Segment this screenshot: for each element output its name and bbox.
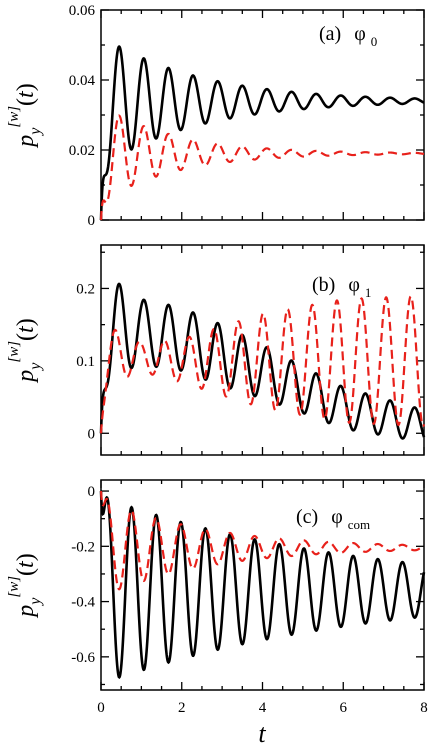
y-label-arg: ( — [13, 98, 39, 106]
y-label-p: p — [13, 370, 39, 384]
x-tick-label: 4 — [259, 700, 267, 716]
y-axis-label: py [w](t) — [6, 318, 44, 383]
x-tick-label: 2 — [178, 700, 186, 716]
series-line-dashed — [99, 490, 425, 591]
panel-c-tag: (c) φ com — [296, 506, 370, 532]
panel-b-y-tick-labels: 0 0.1 0.2 — [76, 281, 95, 442]
panel-c-y-tick-labels: -0.6 -0.4 -0.2 0 — [71, 484, 95, 666]
y-tick-label: 0 — [88, 484, 96, 500]
panel-b: 0 0.1 0.2 (b) φ 1 py [w](t) — [6, 244, 426, 456]
y-label-sub: y — [27, 362, 44, 372]
x-tick-label: 8 — [420, 700, 428, 716]
x-tick-label: 0 — [97, 700, 105, 716]
y-label-arg: ( — [13, 568, 39, 576]
y-axis-label: py [w](t) — [6, 83, 44, 148]
y-label-t: t — [13, 325, 39, 333]
y-tick-label: 0.2 — [76, 281, 95, 297]
series-line-solid — [99, 490, 426, 680]
y-label-sub: y — [27, 597, 44, 607]
series-line-solid — [99, 45, 425, 221]
panel-b-frame — [100, 244, 425, 456]
y-tick-label: 0.06 — [69, 3, 96, 19]
panel-c-ticks — [100, 480, 425, 690]
state-subscript: com — [348, 517, 370, 532]
y-label-arg: ( — [13, 333, 39, 341]
y-axis-label: py [w](t) — [6, 553, 44, 618]
y-tick-label: 0.04 — [69, 73, 96, 89]
y-tick-label: 0.1 — [76, 354, 95, 370]
y-label-t: t — [13, 560, 39, 568]
y-tick-label: -0.6 — [71, 650, 95, 666]
y-label-p: p — [13, 135, 39, 149]
panel-label: (b) — [312, 274, 335, 296]
panel-a-series — [99, 45, 425, 221]
panel-c: -0.6 -0.4 -0.2 0 (c) φ com py [w](t) — [6, 479, 426, 691]
y-label-close: ) — [13, 83, 39, 91]
y-tick-label: 0 — [88, 426, 96, 442]
panel-b-series — [99, 282, 426, 440]
series-line-dashed — [99, 114, 425, 221]
y-label-sup: [w] — [6, 341, 22, 363]
y-tick-label: 0 — [88, 213, 96, 229]
panel-b-ticks — [100, 245, 425, 455]
state-symbol: φ — [348, 274, 360, 296]
x-tick-label: 6 — [340, 700, 348, 716]
panel-b-tag: (b) φ 1 — [312, 274, 371, 300]
y-label-close: ) — [13, 553, 39, 561]
y-tick-label: 0.02 — [69, 143, 95, 159]
state-subscript: 1 — [365, 285, 372, 300]
y-label-sup: [w] — [6, 576, 22, 598]
series-line-solid — [99, 282, 426, 440]
y-label-p: p — [13, 605, 39, 619]
y-label-close: ) — [13, 318, 39, 326]
panel-label: (a) — [319, 23, 341, 45]
x-tick-labels: 0 2 4 6 8 — [97, 700, 428, 716]
y-label-sup: [w] — [6, 106, 22, 128]
state-subscript: 0 — [371, 34, 378, 49]
panel-label: (c) — [296, 506, 318, 528]
panel-a-tag: (a) φ 0 — [319, 23, 377, 49]
panel-a: 0 0.02 0.04 0.06 (a) φ 0 py [w](t) — [6, 3, 425, 229]
state-symbol: φ — [354, 23, 366, 45]
panel-c-series — [99, 490, 426, 680]
x-axis-label: t — [258, 719, 266, 748]
panel-a-y-tick-labels: 0 0.02 0.04 0.06 — [69, 3, 96, 229]
y-tick-label: -0.2 — [71, 539, 95, 555]
y-tick-label: -0.4 — [71, 595, 95, 611]
y-label-sub: y — [27, 127, 44, 137]
state-symbol: φ — [331, 506, 343, 528]
series-line-dashed — [99, 294, 426, 434]
y-label-t: t — [13, 90, 39, 98]
